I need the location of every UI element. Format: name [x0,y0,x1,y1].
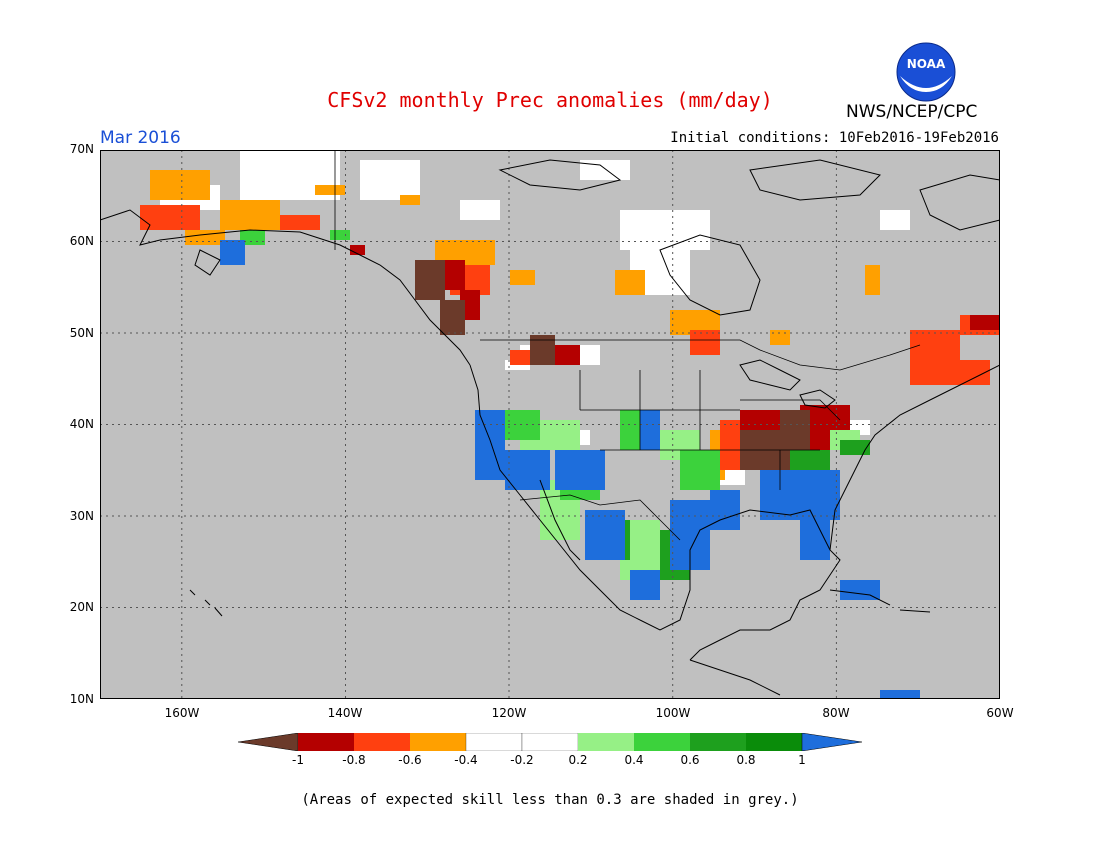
lat-label: 50N [69,326,94,340]
coastlines [100,159,1000,696]
colorbar-label: -0.8 [342,753,366,767]
colorbar-swatch [354,733,410,751]
colorbar-label: 0.2 [568,753,588,767]
colorbar-arrow-high [801,733,862,751]
lat-label: 60N [69,234,94,248]
noaa-logo: NOAA [896,42,956,102]
colorbar-swatch [298,733,354,751]
map-frame [100,150,1000,699]
borders [334,150,921,541]
chart-title: CFSv2 monthly Prec anomalies (mm/day) [327,88,773,112]
lat-label: 20N [69,600,94,614]
lat-label: 30N [69,509,94,523]
logo-text: NOAA [907,57,946,71]
colorbar-swatch [521,733,579,751]
colorbar-label: 0.6 [680,753,700,767]
anomaly-cells [140,150,1000,699]
colorbar [238,733,862,751]
lat-label: 40N [69,417,94,431]
colorbar-arrow-low [238,733,299,751]
colorbar-label: 0.4 [624,753,644,767]
lon-label: 140W [327,706,363,720]
skill-footnote: (Areas of expected skill less than 0.3 a… [301,792,799,808]
precip-anomaly-map [100,150,1000,699]
colorbar-label: 0.8 [736,753,756,767]
lon-label: 120W [491,706,527,720]
lon-label: 80W [822,706,850,720]
lat-label: 70N [69,142,94,156]
agency-label: NWS/NCEP/CPC [846,102,978,122]
colorbar-label: -0.6 [398,753,422,767]
colorbar-label: -0.4 [454,753,478,767]
lon-label: 160W [164,706,200,720]
colorbar-label: 1 [798,753,806,767]
colorbar-swatch [746,733,802,751]
colorbar-label: -0.2 [510,753,534,767]
colorbar-swatch [690,733,746,751]
colorbar-swatch [634,733,690,751]
colorbar-swatch [410,733,466,751]
lat-label: 10N [69,692,94,706]
colorbar-swatch [465,733,523,751]
lon-label: 60W [986,706,1014,720]
initial-conditions: Initial conditions: 10Feb2016-19Feb2016 [670,130,999,146]
gridlines [100,150,1000,699]
month-label: Mar 2016 [100,128,181,148]
colorbar-label: -1 [292,753,304,767]
colorbar-swatch [578,733,634,751]
lon-label: 100W [655,706,691,720]
